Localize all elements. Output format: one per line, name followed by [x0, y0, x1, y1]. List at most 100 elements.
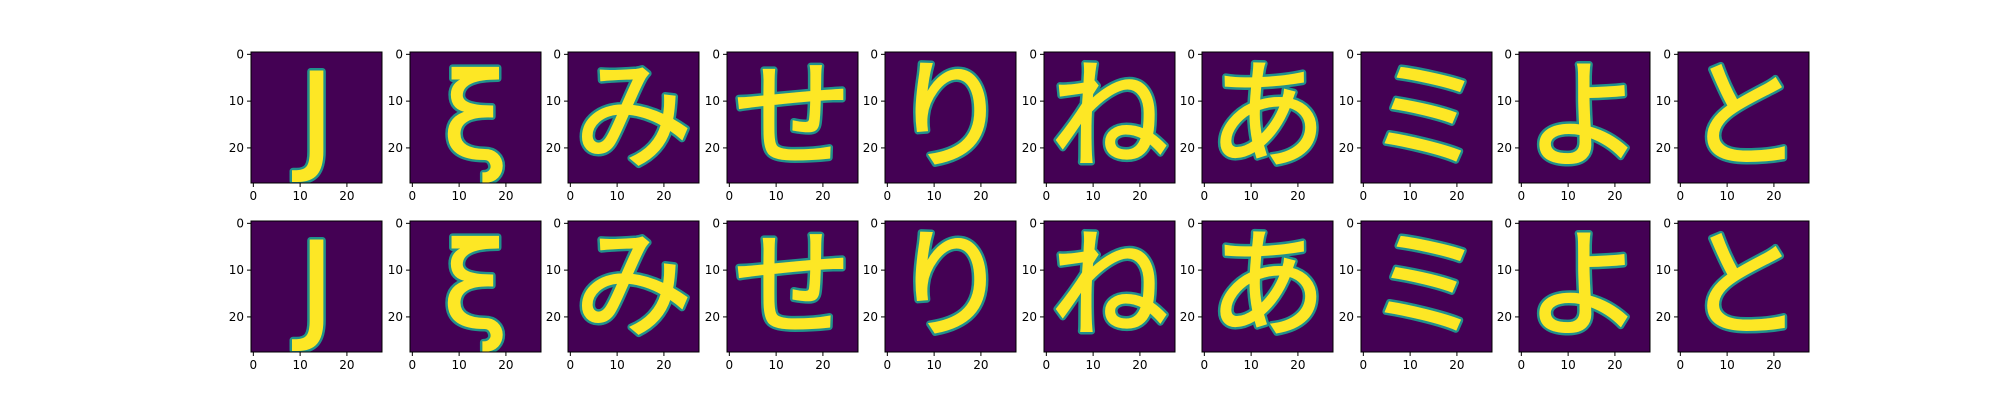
panel-glyph: ね: [1050, 217, 1168, 355]
panel-image-background: [568, 52, 699, 183]
bottom-row: JJ 0 10 20 0 10 20 ξξ 0 10 20 0 10 20 みみ 0 10 20 0 10 20 せせ 0 1…: [229, 216, 1810, 372]
panel-glyph: と: [1684, 48, 1802, 186]
y-tick-label: 0: [395, 47, 403, 61]
panel-glyph-group: せせ: [730, 52, 855, 183]
x-tick-label: 20: [1290, 358, 1305, 372]
panel-glyph: ね: [1050, 48, 1168, 186]
x-tick-label: 0: [567, 189, 575, 203]
panel-frame: [884, 51, 1017, 184]
y-tick-label: 0: [236, 47, 244, 61]
image-panel: せせ 0 10 20 0 10 20: [705, 47, 859, 203]
x-tick-label: 10: [1243, 189, 1258, 203]
panel-frame: [409, 220, 542, 353]
image-panel: りり 0 10 20 0 10 20: [863, 47, 1017, 203]
image-panel: よよ 0 10 20 0 10 20: [1497, 216, 1651, 372]
panel-frame: [884, 220, 1017, 353]
panel-glyph-group: ねね: [1047, 48, 1172, 186]
panel-glyph-edge: ξ: [443, 48, 509, 186]
x-tick-label: 20: [656, 358, 671, 372]
panel-glyph-edge: あ: [1208, 217, 1326, 355]
x-tick-label: 0: [884, 189, 892, 203]
image-panel: ああ 0 10 20 0 10 20: [1180, 47, 1334, 203]
image-panel: りり 0 10 20 0 10 20: [863, 216, 1017, 372]
panel-glyph-group: とと: [1681, 221, 1806, 352]
panel-image-background: [885, 221, 1016, 352]
panel-image-background: [885, 52, 1016, 183]
panel-glyph: あ: [1208, 48, 1326, 186]
panel-image-background: [1202, 52, 1333, 183]
image-panel: せせ 0 10 20 0 10 20: [705, 216, 859, 372]
x-tick-label: 0: [1043, 189, 1051, 203]
y-tick-label: 20: [1180, 141, 1195, 155]
x-tick-label: 20: [1132, 358, 1147, 372]
panel-frame: [250, 51, 383, 184]
y-tick-label: 10: [1656, 263, 1671, 277]
y-tick-label: 20: [1497, 310, 1512, 324]
y-tick-label: 0: [1029, 47, 1037, 61]
panel-image-background: [251, 221, 382, 352]
panel-glyph-edge: ね: [1050, 217, 1168, 355]
x-tick-label: 20: [1290, 189, 1305, 203]
x-tick-label: 10: [1243, 358, 1258, 372]
x-tick-label: 0: [1518, 189, 1526, 203]
x-tick-label: 20: [498, 358, 513, 372]
panel-frame: [1677, 51, 1810, 184]
x-tick-label: 20: [1449, 189, 1464, 203]
x-tick-label: 20: [656, 189, 671, 203]
panel-frame: [1360, 51, 1493, 184]
x-tick-label: 20: [973, 189, 988, 203]
panel-frame: [409, 51, 542, 184]
panel-glyph-edge: ミ: [1367, 48, 1485, 186]
panel-frame: [1043, 51, 1176, 184]
panel-glyph: J: [292, 217, 334, 355]
x-tick-label: 20: [815, 358, 830, 372]
x-tick-label: 0: [726, 358, 734, 372]
x-tick-label: 10: [768, 189, 783, 203]
panel-glyph-group: JJ: [289, 217, 338, 355]
y-tick-label: 0: [712, 216, 720, 230]
x-tick-label: 0: [409, 358, 417, 372]
y-tick-label: 10: [388, 94, 403, 108]
top-row: JJ 0 10 20 0 10 20 ξξ 0 10 20 0 10 20 みみ 0 10 20 0 10 20 せせ 0 1…: [229, 47, 1810, 203]
y-tick-label: 0: [236, 216, 244, 230]
panel-glyph-group: みみ: [571, 52, 696, 183]
y-tick-label: 10: [863, 94, 878, 108]
panel-image-background: [1519, 221, 1650, 352]
panel-image-background: [1361, 221, 1492, 352]
panel-image-background: [410, 221, 541, 352]
panel-glyph: あ: [1208, 217, 1326, 355]
panel-glyph-group: とと: [1681, 48, 1806, 186]
x-tick-label: 0: [1677, 189, 1685, 203]
panel-glyph: り: [891, 48, 1009, 186]
x-tick-label: 10: [292, 358, 307, 372]
image-panel: よよ 0 10 20 0 10 20: [1497, 47, 1651, 203]
panel-glyph-edge: よ: [1525, 48, 1643, 186]
panel-frame: [1518, 51, 1651, 184]
panel-frame: [250, 220, 383, 353]
x-tick-label: 10: [1560, 189, 1575, 203]
panel-glyph: り: [891, 217, 1009, 355]
x-tick-label: 20: [339, 358, 354, 372]
x-tick-label: 0: [1201, 189, 1209, 203]
x-tick-label: 20: [1766, 358, 1781, 372]
y-tick-label: 20: [1180, 310, 1195, 324]
panel-glyph-group: ああ: [1205, 217, 1330, 355]
panel-frame: [567, 51, 700, 184]
panel-glyph-group: せせ: [730, 221, 855, 352]
panel-image-background: [410, 52, 541, 183]
panels-layer: JJ 0 10 20 0 10 20 ξξ 0 10 20 0 10 20 みみ 0 10 20 0 10 20 せせ 0 1…: [229, 47, 1810, 372]
image-panel: ああ 0 10 20 0 10 20: [1180, 216, 1334, 372]
y-tick-label: 0: [1187, 47, 1195, 61]
panel-image-background: [1678, 221, 1809, 352]
panel-glyph-group: JJ: [289, 52, 338, 183]
panel-glyph: よ: [1525, 217, 1643, 355]
y-tick-label: 20: [1022, 310, 1037, 324]
panel-glyph-group: みみ: [571, 217, 696, 355]
panel-glyph-edge: み: [574, 217, 692, 355]
x-tick-label: 10: [926, 358, 941, 372]
y-tick-label: 0: [870, 47, 878, 61]
image-panel: みみ 0 10 20 0 10 20: [546, 47, 700, 203]
image-panel: ミミ 0 10 20 0 10 20: [1339, 216, 1493, 372]
panel-image-background: [1519, 52, 1650, 183]
y-tick-label: 10: [1180, 263, 1195, 277]
